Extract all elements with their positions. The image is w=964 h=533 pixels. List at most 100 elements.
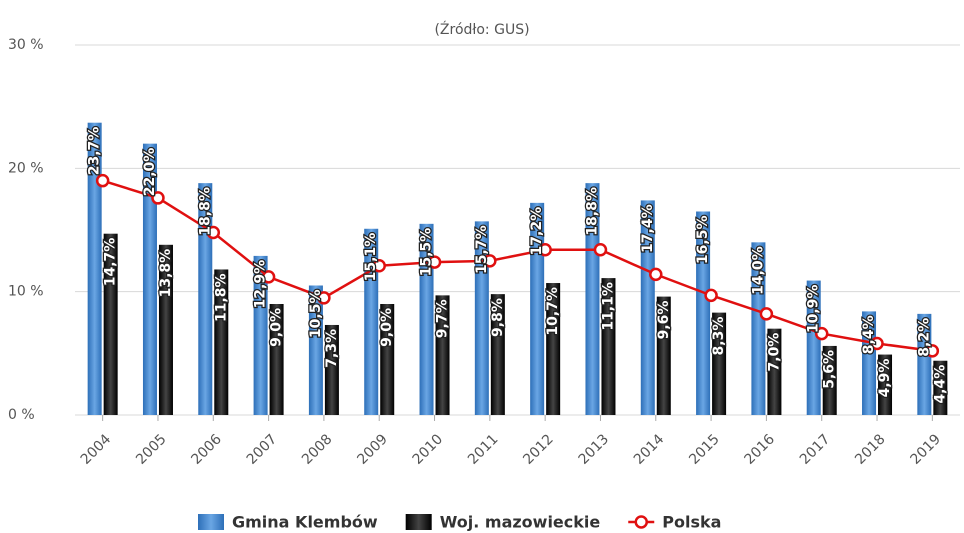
bar — [806, 280, 821, 415]
data-label: 7,3% — [324, 329, 340, 368]
data-label: 9,0% — [269, 308, 285, 347]
marker — [759, 307, 774, 321]
data-label: 15,7% — [474, 225, 490, 274]
data-label: 5,6% — [822, 350, 838, 389]
data-label: 4,4% — [932, 365, 948, 404]
y-tick-label: 0 % — [8, 407, 35, 423]
bar — [878, 354, 893, 415]
data-label: 12,9% — [253, 260, 269, 309]
data-label: 16,5% — [695, 216, 711, 265]
data-label: 7,0% — [766, 333, 782, 372]
bar — [696, 211, 711, 415]
bar — [822, 345, 837, 415]
x-tick-label: 2007 — [244, 431, 281, 468]
y-tick-label: 20 % — [8, 160, 44, 176]
bar — [917, 313, 932, 415]
marker — [649, 267, 663, 282]
bar — [419, 223, 434, 415]
legend-label: Polska — [662, 513, 721, 532]
bar — [751, 242, 766, 415]
marker — [427, 255, 442, 269]
x-tick-label: 2006 — [188, 431, 225, 468]
marker — [704, 288, 718, 303]
marker — [206, 225, 221, 240]
legend-swatch — [198, 514, 224, 530]
data-label: 17,2% — [529, 207, 545, 256]
data-label: 14,7% — [103, 238, 119, 287]
bar — [198, 183, 213, 415]
bar — [364, 228, 379, 415]
bar — [253, 255, 268, 415]
x-tick-label: 2015 — [686, 431, 723, 468]
bar — [767, 328, 782, 415]
legend-label: Gmina Klembów — [232, 513, 378, 532]
marker — [317, 291, 331, 305]
data-label: 15,1% — [363, 233, 379, 282]
data-label: 15,5% — [419, 228, 435, 277]
bar — [585, 183, 600, 415]
x-tick-label: 2017 — [797, 431, 834, 468]
bar — [640, 200, 655, 415]
chart-subtitle: (Źródło: GUS) — [434, 20, 529, 38]
x-tick-label: 2019 — [907, 431, 944, 468]
bar — [158, 244, 173, 415]
marker — [151, 191, 165, 205]
y-tick-label: 30 % — [8, 37, 44, 53]
bar — [308, 285, 323, 415]
legend-swatch — [405, 514, 432, 530]
data-label: 18,8% — [584, 187, 600, 236]
data-label: 9,6% — [656, 301, 672, 340]
x-tick-label: 2008 — [299, 431, 336, 468]
bar — [474, 221, 489, 415]
bar — [862, 311, 877, 415]
data-label: 8,3% — [711, 317, 727, 356]
marker — [870, 336, 884, 351]
bar — [103, 233, 118, 415]
legend-label: Woj. mazowieckie — [440, 513, 601, 532]
data-label: 8,2% — [916, 318, 932, 357]
data-label: 11,8% — [213, 273, 229, 322]
data-label: 10,9% — [806, 285, 822, 334]
marker — [372, 259, 386, 273]
bar — [546, 283, 561, 415]
x-tick-label: 2011 — [465, 431, 502, 468]
bar — [712, 312, 727, 415]
marker — [261, 270, 276, 284]
x-tick-label: 2018 — [852, 431, 889, 468]
bar — [933, 360, 948, 415]
data-label: 23,7% — [87, 127, 103, 176]
bar — [87, 122, 102, 415]
marker — [95, 173, 110, 188]
bar — [530, 202, 545, 415]
y-tick-label: 10 % — [8, 284, 44, 300]
bar — [269, 304, 284, 415]
data-label: 22,0% — [142, 148, 158, 197]
bar — [601, 278, 616, 415]
marker — [593, 242, 608, 257]
data-label: 9,0% — [379, 308, 395, 347]
x-tick-label: 2013 — [576, 431, 613, 468]
x-tick-label: 2004 — [78, 431, 115, 468]
x-tick-label: 2014 — [631, 431, 668, 468]
data-label: 9,8% — [490, 298, 506, 337]
legend-swatch — [634, 515, 648, 529]
bar — [435, 295, 450, 415]
data-label: 17,4% — [640, 204, 656, 253]
bar — [324, 324, 339, 415]
x-tick-label: 2010 — [410, 431, 447, 468]
data-label: 13,8% — [158, 249, 174, 298]
bar — [214, 269, 229, 415]
bar — [380, 304, 395, 415]
data-label: 4,9% — [877, 359, 893, 398]
x-tick-label: 2009 — [354, 431, 391, 468]
bar — [142, 143, 157, 415]
bar — [656, 296, 671, 415]
bar — [490, 294, 505, 415]
data-label: 11,1% — [600, 282, 616, 331]
marker — [814, 326, 829, 341]
line — [102, 179, 933, 353]
data-label: 14,0% — [750, 246, 766, 295]
marker — [925, 344, 940, 358]
data-label: 9,7% — [435, 299, 451, 338]
data-label: 10,5% — [308, 290, 324, 339]
